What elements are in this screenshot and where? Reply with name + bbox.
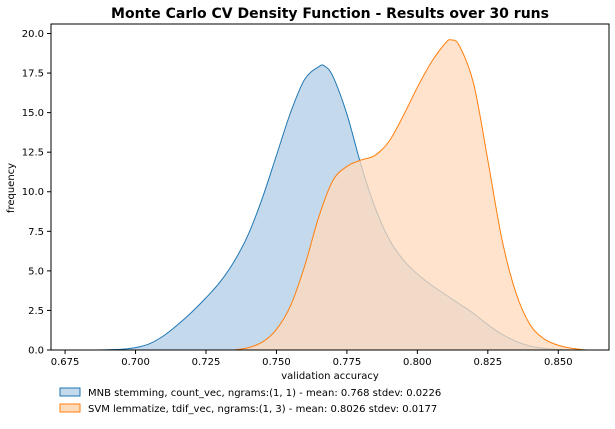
legend-swatch-series-2 [59,403,81,413]
x-tick-label: 0.800 [403,357,432,368]
legend-swatch-series-1 [59,387,81,397]
x-tick-label: 0.850 [544,357,573,368]
plot-area [96,39,587,350]
x-tick-label: 0.750 [262,357,291,368]
y-tick-label: 5.0 [28,266,44,277]
y-tick-label: 0.0 [28,346,44,357]
legend-label-series-2: SVM lemmatize, tdif_vec, ngrams:(1, 3) -… [88,404,437,415]
y-tick-label: 17.5 [22,69,44,80]
density-area-series-2 [234,39,587,350]
x-tick-label: 0.725 [192,357,221,368]
y-tick-label: 20.0 [22,29,44,40]
legend-label-series-1: MNB stemming, count_vec, ngrams:(1, 1) -… [88,388,441,399]
x-axis-ticks: 0.675 0.700 0.725 0.750 0.775 0.800 0.825 0.850 [51,350,573,368]
y-tick-label: 10.0 [22,187,44,198]
y-tick-label: 15.0 [22,108,44,119]
y-tick-label: 7.5 [28,227,44,238]
plot-frame [50,23,610,351]
density-line-series-2 [234,39,587,350]
x-tick-label: 0.700 [121,357,150,368]
y-axis-label: frequency [6,163,17,213]
y-axis-ticks: 0.0 2.5 5.0 7.5 10.0 12.5 15.0 17.5 20.0 [22,29,51,357]
y-tick-label: 12.5 [22,148,44,159]
x-tick-label: 0.775 [333,357,362,368]
legend: MNB stemming, count_vec, ngrams:(1, 1) -… [59,387,441,415]
x-axis-label: validation accuracy [281,371,379,382]
y-tick-label: 2.5 [28,306,44,317]
x-tick-label: 0.675 [51,357,80,368]
x-tick-label: 0.825 [473,357,502,368]
chart-title: Monte Carlo CV Density Function - Result… [111,6,549,22]
